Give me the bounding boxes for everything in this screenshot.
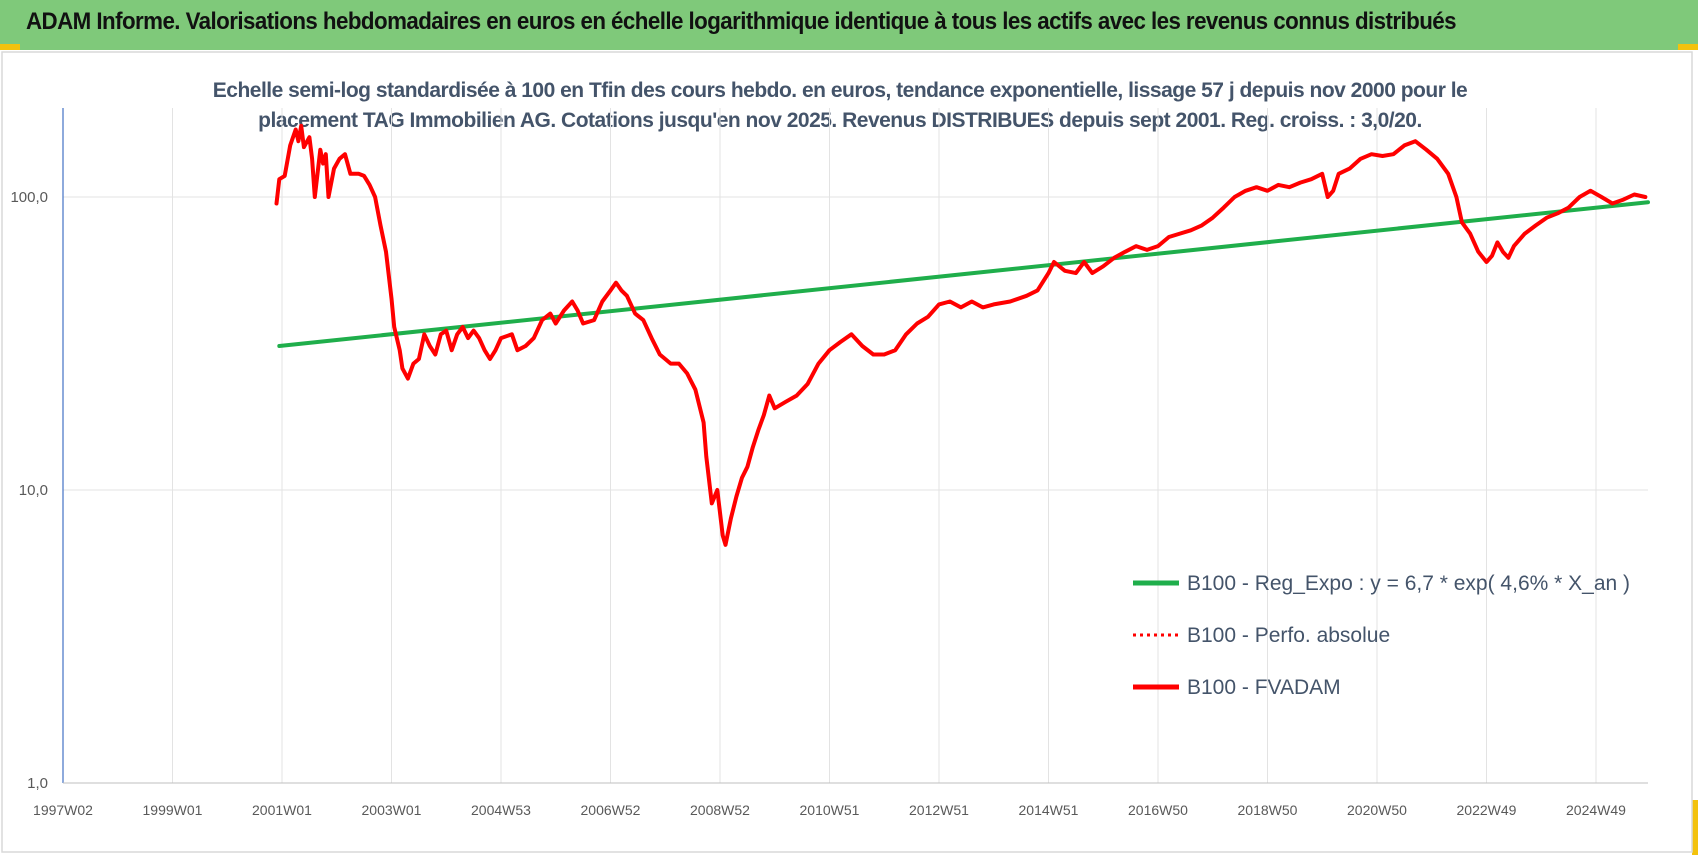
y-tick-label: 10,0 (19, 482, 48, 499)
legend-label: B100 - Perfo. absolue (1187, 624, 1390, 647)
chart-frame (1, 51, 1693, 853)
legend-label: B100 - Reg_Expo : y = 6,7 * exp( 4,6% * … (1187, 572, 1630, 595)
series-lines (274, 123, 1650, 547)
x-tick-label: 2016W50 (1128, 802, 1188, 818)
series-line-b100-fvadam (274, 123, 1648, 547)
chart-legend: B100 - Reg_Expo : y = 6,7 * exp( 4,6% * … (1133, 572, 1630, 699)
title-banner: ADAM Informe. Valorisations hebdomadaire… (0, 0, 1698, 50)
x-tick-label: 1997W02 (33, 802, 93, 818)
x-tick-label: 2001W01 (252, 802, 312, 818)
gridlines (63, 108, 1648, 783)
x-tick-label: 2010W51 (800, 802, 860, 818)
legend-label: B100 - FVADAM (1187, 676, 1341, 699)
x-tick-label: 2024W49 (1566, 802, 1626, 818)
x-tick-label: 2022W49 (1457, 802, 1517, 818)
x-tick-label: 2004W53 (471, 802, 531, 818)
x-tick-label: 2008W52 (690, 802, 750, 818)
x-tick-label: 2003W01 (362, 802, 422, 818)
x-tick-label: 2020W50 (1347, 802, 1407, 818)
x-tick-label: 2012W51 (909, 802, 969, 818)
y-tick-label: 1,0 (27, 775, 48, 792)
x-tick-label: 2018W50 (1238, 802, 1298, 818)
x-tick-label: 1999W01 (143, 802, 203, 818)
corner-mark-top-right (1678, 44, 1698, 50)
page-title: ADAM Informe. Valorisations hebdomadaire… (26, 8, 1457, 35)
x-tick-label: 2006W52 (581, 802, 641, 818)
corner-mark-bottom-right (1692, 800, 1698, 855)
series-line-b100-reg-expo-y-6-7-exp-4-6-x-an (277, 200, 1650, 348)
x-tick-label: 2014W51 (1019, 802, 1079, 818)
axis-ticks: 1997W02 1999W01 2001W01 2003W01 2004W53 2006W… (10, 189, 1626, 818)
chart-subtitle: Echelle semi-log standardisée à 100 en T… (212, 79, 1468, 132)
corner-mark-top-left (0, 44, 20, 50)
y-tick-label: 100,0 (10, 189, 48, 206)
